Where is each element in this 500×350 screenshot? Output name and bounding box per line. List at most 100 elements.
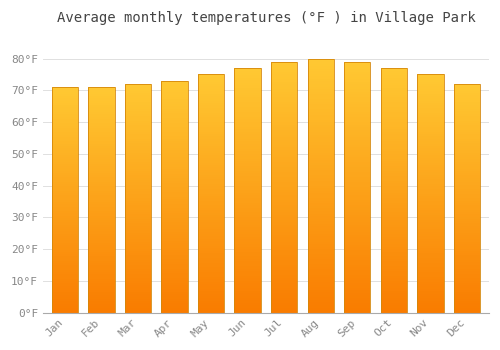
Bar	[454, 198, 480, 201]
Bar	[454, 84, 480, 313]
Bar	[234, 103, 261, 105]
Bar	[162, 238, 188, 241]
Bar	[308, 247, 334, 249]
Bar	[454, 109, 480, 111]
Bar	[234, 181, 261, 183]
Bar	[162, 116, 188, 118]
Bar	[380, 176, 407, 178]
Bar	[308, 122, 334, 125]
Bar	[162, 303, 188, 306]
Bar	[52, 114, 78, 117]
Bar	[380, 198, 407, 200]
Bar	[88, 303, 115, 306]
Bar	[271, 275, 297, 278]
Bar	[271, 110, 297, 112]
Bar	[52, 94, 78, 96]
Bar	[380, 254, 407, 257]
Bar	[417, 277, 444, 279]
Bar	[162, 264, 188, 266]
Bar	[380, 93, 407, 95]
Bar	[271, 197, 297, 200]
Bar	[162, 104, 188, 106]
Bar	[88, 184, 115, 187]
Bar	[271, 164, 297, 167]
Bar	[88, 162, 115, 164]
Bar	[380, 222, 407, 225]
Bar	[88, 292, 115, 295]
Bar	[162, 164, 188, 167]
Bar	[308, 160, 334, 163]
Bar	[125, 308, 151, 310]
Bar	[52, 191, 78, 193]
Bar	[234, 71, 261, 73]
Bar	[380, 249, 407, 252]
Bar	[271, 285, 297, 288]
Bar	[308, 155, 334, 158]
Bar	[162, 213, 188, 215]
Bar	[271, 265, 297, 267]
Bar	[52, 270, 78, 272]
Bar	[88, 150, 115, 153]
Bar	[234, 278, 261, 281]
Bar	[162, 282, 188, 285]
Bar	[88, 250, 115, 252]
Bar	[344, 210, 370, 212]
Bar	[125, 136, 151, 139]
Bar	[88, 126, 115, 128]
Bar	[308, 82, 334, 84]
Bar	[88, 92, 115, 94]
Bar	[454, 301, 480, 303]
Bar	[125, 84, 151, 313]
Bar	[162, 280, 188, 282]
Bar	[308, 231, 334, 234]
Bar	[344, 240, 370, 243]
Bar	[52, 310, 78, 313]
Bar	[162, 178, 188, 181]
Bar	[52, 284, 78, 286]
Bar	[198, 184, 224, 187]
Bar	[52, 173, 78, 175]
Bar	[417, 170, 444, 172]
Bar	[308, 89, 334, 92]
Bar	[198, 151, 224, 153]
Bar	[125, 132, 151, 134]
Bar	[380, 141, 407, 144]
Bar	[454, 182, 480, 184]
Bar	[308, 226, 334, 229]
Bar	[271, 84, 297, 87]
Bar	[198, 306, 224, 308]
Bar	[125, 283, 151, 285]
Bar	[234, 239, 261, 242]
Bar	[88, 189, 115, 191]
Bar	[88, 170, 115, 173]
Bar	[88, 236, 115, 238]
Bar	[344, 110, 370, 112]
Bar	[198, 294, 224, 296]
Bar	[271, 278, 297, 280]
Bar	[454, 274, 480, 276]
Bar	[52, 227, 78, 229]
Bar	[162, 118, 188, 120]
Bar	[380, 183, 407, 186]
Bar	[125, 253, 151, 255]
Bar	[162, 190, 188, 192]
Bar	[454, 187, 480, 189]
Bar	[344, 250, 370, 252]
Bar	[125, 226, 151, 228]
Bar	[88, 137, 115, 139]
Bar	[162, 181, 188, 183]
Bar	[162, 257, 188, 259]
Bar	[344, 215, 370, 217]
Bar	[308, 244, 334, 247]
Bar	[271, 157, 297, 160]
Bar	[417, 77, 444, 79]
Bar	[198, 191, 224, 194]
Bar	[271, 82, 297, 84]
Bar	[344, 77, 370, 79]
Bar	[380, 139, 407, 141]
Bar	[417, 205, 444, 208]
Bar	[308, 267, 334, 270]
Bar	[162, 236, 188, 238]
Bar	[380, 298, 407, 300]
Bar	[380, 146, 407, 149]
